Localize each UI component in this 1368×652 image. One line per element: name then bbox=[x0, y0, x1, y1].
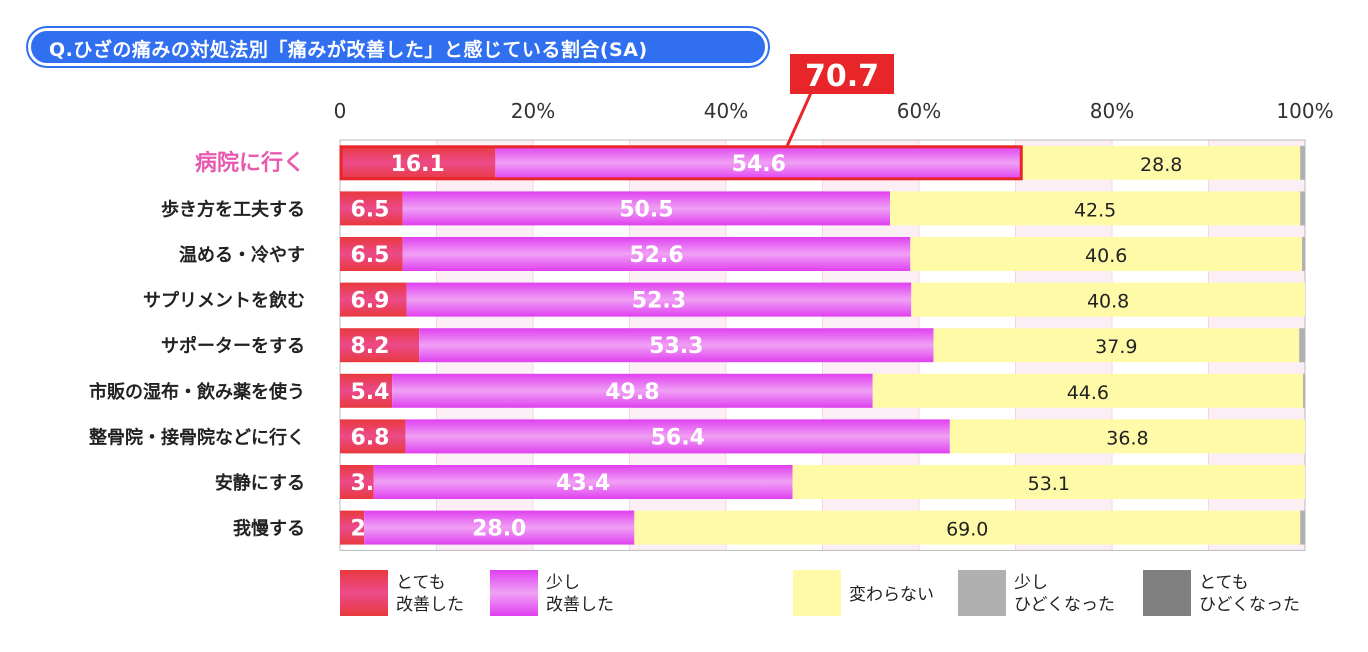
data-label: 40.8 bbox=[1087, 291, 1129, 313]
bar-segment bbox=[405, 419, 950, 454]
bar-segment bbox=[933, 328, 1300, 363]
legend-swatch bbox=[793, 570, 841, 616]
data-label: 43.4 bbox=[556, 471, 610, 496]
category-label: 安静にする bbox=[215, 472, 305, 494]
data-label: 6.8 bbox=[351, 425, 390, 450]
legend-label: ひどくなった bbox=[1199, 595, 1300, 615]
bar-segment bbox=[1303, 373, 1305, 408]
bar-segment bbox=[340, 419, 406, 454]
data-label: 40.6 bbox=[1085, 245, 1127, 267]
data-label: 42.5 bbox=[1074, 199, 1116, 221]
bar-segment bbox=[911, 282, 1305, 317]
bar-segment bbox=[1302, 237, 1305, 271]
data-label: 5.4 bbox=[351, 380, 390, 405]
callout-pointer bbox=[785, 89, 814, 147]
bar-segment bbox=[340, 510, 365, 545]
data-label: 8.2 bbox=[351, 334, 390, 359]
data-label: 36.8 bbox=[1106, 427, 1148, 449]
bar-segment bbox=[340, 373, 393, 408]
legend-swatch bbox=[490, 570, 538, 616]
bar-segment bbox=[406, 282, 912, 317]
bar-segment bbox=[1300, 191, 1305, 226]
bar-segment bbox=[373, 465, 793, 499]
bar-segment bbox=[340, 237, 403, 271]
bar-segment bbox=[419, 328, 934, 363]
bar-segment bbox=[949, 419, 1305, 454]
bar-segment bbox=[402, 191, 891, 226]
bar-segment bbox=[1300, 145, 1305, 180]
bar-segment bbox=[1299, 328, 1305, 363]
data-label: 50.5 bbox=[619, 197, 673, 222]
data-label: 53.3 bbox=[649, 334, 703, 359]
bar-segment bbox=[910, 237, 1303, 271]
legend-label: とても bbox=[1199, 573, 1249, 593]
legend-label: 少し bbox=[546, 573, 580, 593]
legend-swatch bbox=[1143, 570, 1191, 616]
data-label: 69.0 bbox=[946, 519, 988, 541]
bar-segment bbox=[792, 465, 1305, 499]
data-label: 44.6 bbox=[1067, 382, 1109, 404]
data-label: 52.6 bbox=[629, 243, 683, 268]
bar-segment bbox=[340, 282, 407, 317]
category-label: 歩き方を工夫する bbox=[161, 198, 305, 220]
x-tick-label: 80% bbox=[1090, 99, 1134, 123]
category-label: 市販の湿布・飲み薬を使う bbox=[89, 381, 305, 403]
data-label: 6.5 bbox=[351, 197, 390, 222]
legend-swatch bbox=[958, 570, 1006, 616]
data-label: 49.8 bbox=[605, 380, 659, 405]
x-tick-label: 40% bbox=[704, 99, 748, 123]
legend-swatch bbox=[340, 570, 388, 616]
bar-segment bbox=[1300, 510, 1305, 545]
data-label: 6.5 bbox=[351, 243, 390, 268]
legend-label: とても bbox=[396, 573, 446, 593]
highlight-border bbox=[339, 145, 1023, 181]
legend-label: 改善した bbox=[396, 595, 464, 615]
bar-segment bbox=[340, 191, 403, 226]
data-label: 54.6 bbox=[732, 152, 786, 177]
legend-label: 少し bbox=[1014, 573, 1048, 593]
legend-label: ひどくなった bbox=[1014, 595, 1115, 615]
x-tick-label: 60% bbox=[897, 99, 941, 123]
bar-segment bbox=[890, 191, 1301, 226]
category-label: 温める・冷やす bbox=[179, 244, 305, 266]
bar-segment bbox=[392, 373, 873, 408]
data-label: 16.1 bbox=[391, 152, 445, 177]
bar-segment bbox=[1022, 145, 1301, 180]
category-label: 我慢する bbox=[233, 518, 305, 540]
bar-segment bbox=[364, 510, 635, 545]
x-tick-label: 20% bbox=[511, 99, 555, 123]
legend-label: 改善した bbox=[546, 595, 614, 615]
callout-box bbox=[790, 54, 894, 94]
category-label: 整骨院・接骨院などに行く bbox=[88, 426, 305, 448]
chart-title: Q.ひざの痛みの対処法別「痛みが改善した」と感じている割合(SA) bbox=[26, 26, 770, 68]
bar-segment bbox=[495, 145, 1023, 180]
bar-segment bbox=[340, 328, 420, 363]
x-tick-label: 100% bbox=[1276, 99, 1333, 123]
data-label: 28.0 bbox=[472, 517, 526, 542]
callout-value: 70.7 bbox=[805, 59, 879, 94]
bar-segment bbox=[634, 510, 1301, 545]
legend-label: 変わらない bbox=[849, 585, 934, 605]
data-label: 56.4 bbox=[651, 425, 705, 450]
category-label: サポーターをする bbox=[161, 335, 305, 357]
data-label: 37.9 bbox=[1095, 336, 1137, 358]
data-label: 53.1 bbox=[1028, 473, 1070, 495]
bar-segment bbox=[872, 373, 1304, 408]
data-label: 6.9 bbox=[351, 289, 390, 314]
data-label: 52.3 bbox=[632, 289, 686, 314]
bar-segment bbox=[340, 145, 496, 180]
category-label: 病院に行く bbox=[195, 150, 305, 176]
bar-segment bbox=[402, 237, 911, 271]
x-tick-label: 0 bbox=[334, 99, 347, 123]
bar-segment bbox=[340, 465, 374, 499]
category-label: サプリメントを飲む bbox=[143, 290, 305, 312]
data-label: 28.8 bbox=[1140, 154, 1182, 176]
